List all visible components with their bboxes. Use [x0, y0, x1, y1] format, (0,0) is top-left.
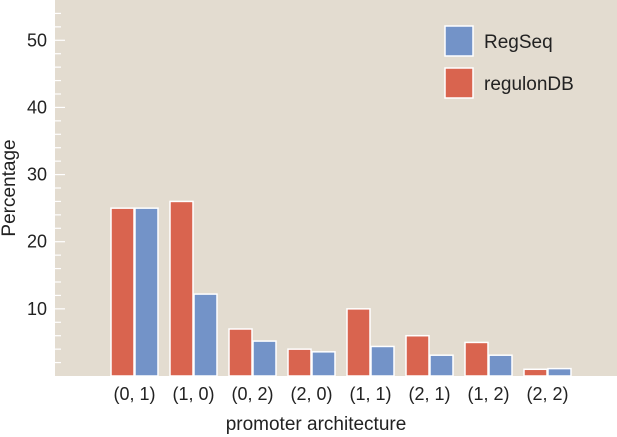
y-tick-label: 50 [27, 30, 47, 50]
legend-swatch-regseq [444, 25, 474, 57]
bar-regseq-4 [370, 345, 395, 377]
x-tick-label: (0, 1) [113, 384, 155, 404]
y-axis-title: Percentage [0, 139, 20, 236]
bar-regulondb-5 [405, 334, 430, 377]
y-tick-label: 40 [27, 97, 47, 117]
bar-regulondb-6 [464, 341, 489, 377]
y-tick-label: 30 [27, 165, 47, 185]
legend-label-regulondb: regulonDB [484, 74, 574, 95]
x-axis: (0, 1) (1, 0) (0, 2) (2, 0) (1, 1) (2, 1) (1, … [85, 376, 569, 404]
x-tick-label: (2, 1) [408, 384, 450, 404]
bars [110, 200, 572, 377]
bar-regseq-3 [311, 351, 336, 377]
legend-label-regseq: RegSeq [484, 32, 553, 53]
x-tick-label: (1, 0) [172, 384, 214, 404]
x-tick-label: (2, 0) [290, 384, 332, 404]
bar-regseq-0 [134, 207, 159, 377]
bar-regseq-6 [488, 354, 513, 377]
bar-regulondb-3 [287, 348, 312, 377]
bar-regulondb-2 [228, 328, 253, 377]
bar-regulondb-7 [523, 368, 548, 377]
bar-regulondb-4 [346, 308, 371, 377]
legend-swatch-regulondb [444, 67, 474, 99]
bar-regulondb-0 [110, 207, 135, 377]
bar-regulondb-1 [169, 200, 194, 377]
x-tick-label: (2, 2) [526, 384, 568, 404]
y-tick-label: 20 [27, 232, 47, 252]
x-tick-label: (1, 2) [467, 384, 509, 404]
y-tick-label: 10 [27, 299, 47, 319]
y-axis: 10 20 30 40 50 [27, 12, 65, 364]
legend: RegSeq regulonDB [444, 25, 574, 99]
bar-regseq-7 [547, 367, 572, 377]
x-axis-title: promoter architecture [226, 414, 407, 435]
bar-regseq-1 [193, 293, 218, 377]
x-tick-label: (0, 2) [231, 384, 273, 404]
bar-regseq-2 [252, 340, 277, 377]
bar-regseq-5 [429, 354, 454, 377]
x-tick-label: (1, 1) [349, 384, 391, 404]
